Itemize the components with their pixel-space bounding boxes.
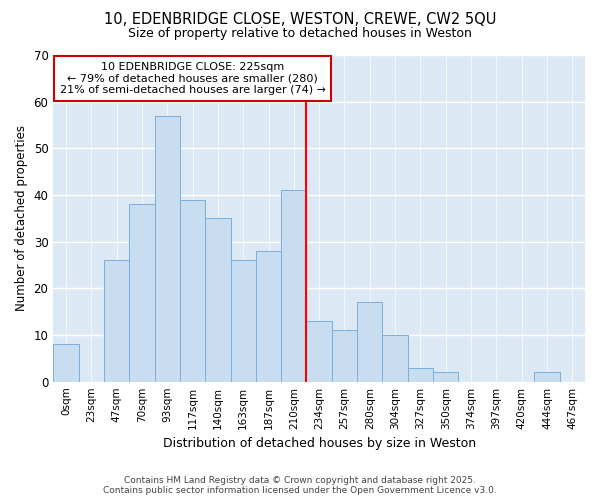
X-axis label: Distribution of detached houses by size in Weston: Distribution of detached houses by size …	[163, 437, 476, 450]
Bar	[535, 372, 560, 382]
Bar	[205, 218, 230, 382]
Bar	[53, 344, 79, 382]
Bar	[281, 190, 307, 382]
Bar	[104, 260, 129, 382]
Bar	[408, 368, 433, 382]
Y-axis label: Number of detached properties: Number of detached properties	[15, 126, 28, 312]
Bar	[256, 251, 281, 382]
Bar	[307, 321, 332, 382]
Bar	[180, 200, 205, 382]
Bar	[382, 335, 408, 382]
Bar	[155, 116, 180, 382]
Bar	[433, 372, 458, 382]
Bar	[357, 302, 382, 382]
Text: 10, EDENBRIDGE CLOSE, WESTON, CREWE, CW2 5QU: 10, EDENBRIDGE CLOSE, WESTON, CREWE, CW2…	[104, 12, 496, 28]
Text: Contains HM Land Registry data © Crown copyright and database right 2025.
Contai: Contains HM Land Registry data © Crown c…	[103, 476, 497, 495]
Bar	[332, 330, 357, 382]
Text: Size of property relative to detached houses in Weston: Size of property relative to detached ho…	[128, 28, 472, 40]
Text: 10 EDENBRIDGE CLOSE: 225sqm
← 79% of detached houses are smaller (280)
21% of se: 10 EDENBRIDGE CLOSE: 225sqm ← 79% of det…	[59, 62, 326, 95]
Bar	[129, 204, 155, 382]
Bar	[230, 260, 256, 382]
